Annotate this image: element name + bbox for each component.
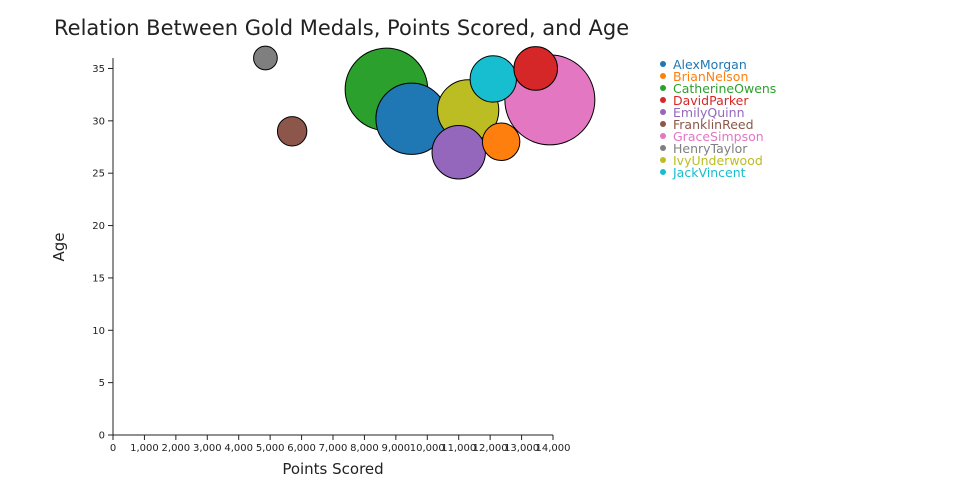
legend-marker: [660, 133, 666, 139]
legend-label: AlexMorgan: [673, 57, 747, 72]
x-tick-label: 9,000: [382, 443, 411, 454]
legend-label: EmilyQuinn: [673, 105, 745, 120]
legend-item-briannelson[interactable]: BrianNelson: [660, 69, 748, 84]
legend-item-emilyquinn[interactable]: EmilyQuinn: [660, 105, 745, 120]
axes: 0 1,000 2,000 3,000 4,000 5,000 6,000 7,000 8,00…: [92, 58, 571, 454]
y-tick-label: 30: [92, 116, 105, 127]
x-tick-label: 2,000: [162, 443, 191, 454]
y-tick-label: 5: [99, 378, 105, 389]
x-tick-label: 7,000: [319, 443, 348, 454]
bubble-emilyquinn[interactable]: [431, 125, 486, 180]
y-axis-title: Age: [50, 232, 68, 261]
bubble-davidparker[interactable]: [513, 46, 559, 91]
legend-marker: [660, 169, 666, 175]
legend-item-jackvincent[interactable]: JackVincent: [660, 165, 746, 180]
x-tick-label: 14,000: [536, 443, 571, 454]
legend-marker: [660, 109, 666, 115]
y-tick-label: 35: [92, 64, 105, 75]
bubble-jackvincent[interactable]: [469, 55, 517, 103]
y-tick-label: 10: [92, 326, 105, 337]
bubble-henrytaylor[interactable]: [253, 45, 278, 71]
legend-item-alexmorgan[interactable]: AlexMorgan: [660, 57, 747, 72]
legend-marker: [660, 121, 666, 127]
x-tick-label: 10,000: [410, 443, 445, 454]
legend-item-ivyunderwood[interactable]: IvyUnderwood: [660, 153, 763, 168]
x-tick-label: 11,000: [441, 443, 476, 454]
legend-label: HenryTaylor: [673, 141, 748, 156]
x-tick-label: 5,000: [256, 443, 285, 454]
bubble-franklinreed[interactable]: [276, 116, 308, 147]
legend-item-catherineowens[interactable]: CatherineOwens: [660, 81, 776, 96]
legend-label: BrianNelson: [673, 69, 748, 84]
x-tick-label: 3,000: [193, 443, 222, 454]
x-tick-label: 1,000: [130, 443, 159, 454]
legend-label: CatherineOwens: [673, 81, 776, 96]
bubble-briannelson[interactable]: [481, 122, 521, 161]
legend-item-davidparker[interactable]: DavidParker: [660, 93, 749, 108]
chart-title: Relation Between Gold Medals, Points Sco…: [54, 16, 630, 40]
legend[interactable]: AlexMorganBrianNelsonCatherineOwensDavid…: [660, 57, 776, 180]
y-tick-label: 20: [92, 221, 105, 232]
y-tick-label: 0: [99, 431, 105, 442]
legend-label: IvyUnderwood: [673, 153, 763, 168]
x-tick-label: 8,000: [350, 443, 379, 454]
x-tick-label: 4,000: [224, 443, 253, 454]
x-tick-label: 0: [110, 443, 116, 454]
y-tick-label: 15: [92, 273, 105, 284]
legend-marker: [660, 157, 666, 163]
y-tick-label: 25: [92, 169, 105, 180]
legend-marker: [660, 85, 666, 91]
x-tick-label: 12,000: [473, 443, 508, 454]
x-tick-label: 6,000: [287, 443, 316, 454]
plot-area: [253, 45, 596, 180]
legend-label: JackVincent: [672, 165, 746, 180]
legend-marker: [660, 61, 666, 67]
legend-item-henrytaylor[interactable]: HenryTaylor: [660, 141, 748, 156]
legend-label: FranklinReed: [673, 117, 754, 132]
legend-marker: [660, 145, 666, 151]
legend-label: DavidParker: [673, 93, 749, 108]
x-axis-title: Points Scored: [282, 460, 383, 478]
legend-item-franklinreed[interactable]: FranklinReed: [660, 117, 754, 132]
legend-label: GraceSimpson: [673, 129, 764, 144]
legend-item-gracesimpson[interactable]: GraceSimpson: [660, 129, 764, 144]
x-tick-label: 13,000: [504, 443, 539, 454]
legend-marker: [660, 97, 666, 103]
legend-marker: [660, 73, 666, 79]
